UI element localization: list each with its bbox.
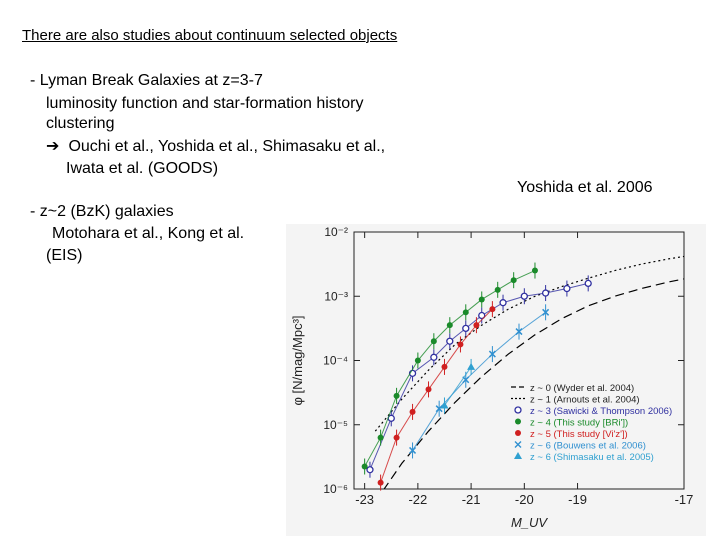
data-point (510, 277, 517, 284)
legend-entry: z ~ 6 (Bouwens et al. 2006) (530, 441, 646, 452)
data-point (409, 446, 417, 454)
data-point (446, 337, 454, 345)
data-point (467, 362, 476, 370)
legend-swatch (514, 406, 522, 414)
x-tick-label: -23 (355, 492, 374, 507)
data-point (494, 286, 501, 293)
bullet-bzk: - z~2 (BzK) galaxies (30, 203, 174, 220)
x-tick-label: -22 (408, 492, 427, 507)
data-point (409, 408, 416, 415)
data-point (414, 357, 421, 364)
data-point (499, 299, 507, 307)
y-tick-label: 10⁻⁵ (323, 418, 348, 432)
legend-entry: z ~ 6 (Shimasaku et al. 2005) (530, 452, 654, 463)
data-point (520, 292, 528, 300)
luminosity-function-chart: -23 -22 -21 -20 -19 -17 10⁻² 10⁻³ 10⁻⁴ 10⁻⁵ 10⁻⁶ M_… (286, 224, 706, 536)
x-tick-label: -20 (515, 492, 534, 507)
bzk-survey: (EIS) (46, 247, 83, 264)
legend-entry: z ~ 4 (This study [BRi']) (530, 418, 628, 429)
figure-background (286, 224, 706, 536)
y-tick-label: 10⁻⁴ (323, 354, 348, 368)
data-point (462, 324, 470, 333)
series-line (383, 278, 684, 489)
legend-entry: z ~ 0 (Wyder et al. 2004) (530, 383, 634, 394)
series-fit-line (380, 308, 493, 483)
series-line (374, 255, 684, 432)
data-point (542, 308, 550, 316)
data-point (488, 350, 496, 358)
legend-entry: z ~ 3 (Sawicki & Thompson 2006) (530, 406, 672, 417)
data-point (563, 284, 571, 293)
data-point (457, 341, 464, 348)
x-tick-label: -21 (462, 492, 481, 507)
data-point (473, 322, 480, 329)
data-point (393, 392, 400, 399)
data-point (478, 296, 485, 303)
y-tick-label: 10⁻² (324, 225, 348, 239)
data-point (440, 401, 449, 409)
lbg-references-2: Iwata et al. (GOODS) (66, 160, 219, 177)
legend-entry: z ~ 5 (This study [Vi'z']) (530, 429, 628, 440)
legend-swatch (515, 418, 521, 425)
data-point (430, 353, 438, 361)
data-point (541, 289, 550, 297)
x-tick-label: -19 (568, 492, 587, 507)
lbg-topic-1: luminosity function and star-formation h… (46, 95, 364, 112)
data-point (435, 405, 443, 413)
bzk-references: Motohara et al., Kong et al. (52, 225, 245, 242)
data-point (446, 322, 453, 329)
y-tick-label: 10⁻⁶ (323, 482, 348, 496)
bullet-lbg: - Lyman Break Galaxies at z=3-7 (30, 72, 263, 89)
data-point (441, 363, 448, 370)
data-point (462, 309, 469, 316)
data-point (377, 434, 384, 441)
lbg-references-1: ➔ Ouchi et al., Yoshida et al., Shimasak… (46, 137, 385, 157)
legend-swatch (514, 441, 522, 448)
x-axis-label: M_UV (511, 515, 548, 530)
data-point (366, 466, 374, 474)
lbg-topic-2: clustering (46, 115, 115, 132)
figure-credit: Yoshida et al. 2006 (517, 179, 653, 196)
lbg-references-1-text: Ouchi et al., Yoshida et al., Shimasaku … (68, 138, 386, 155)
legend-entry: z ~ 1 (Arnouts et al. 2004) (530, 395, 640, 406)
series-fit-line (412, 311, 546, 451)
x-tick-label: -17 (675, 492, 694, 507)
legend-swatch (515, 430, 521, 436)
data-point (584, 279, 592, 288)
series-fit-line (444, 366, 472, 406)
data-point (489, 306, 496, 313)
y-axis-label: φ [N/mag/Mpc³] (290, 315, 305, 405)
data-point (531, 267, 538, 274)
data-point (515, 328, 523, 336)
data-point (430, 338, 437, 345)
legend-swatch (514, 452, 522, 459)
data-point (393, 434, 400, 441)
y-tick-label: 10⁻³ (324, 289, 348, 303)
slide-title: There are also studies about continuum s… (22, 27, 398, 44)
data-point (478, 311, 486, 320)
arrow-icon: ➔ (46, 138, 60, 155)
data-point (361, 463, 368, 470)
data-point (377, 479, 384, 486)
data-point (425, 386, 432, 393)
